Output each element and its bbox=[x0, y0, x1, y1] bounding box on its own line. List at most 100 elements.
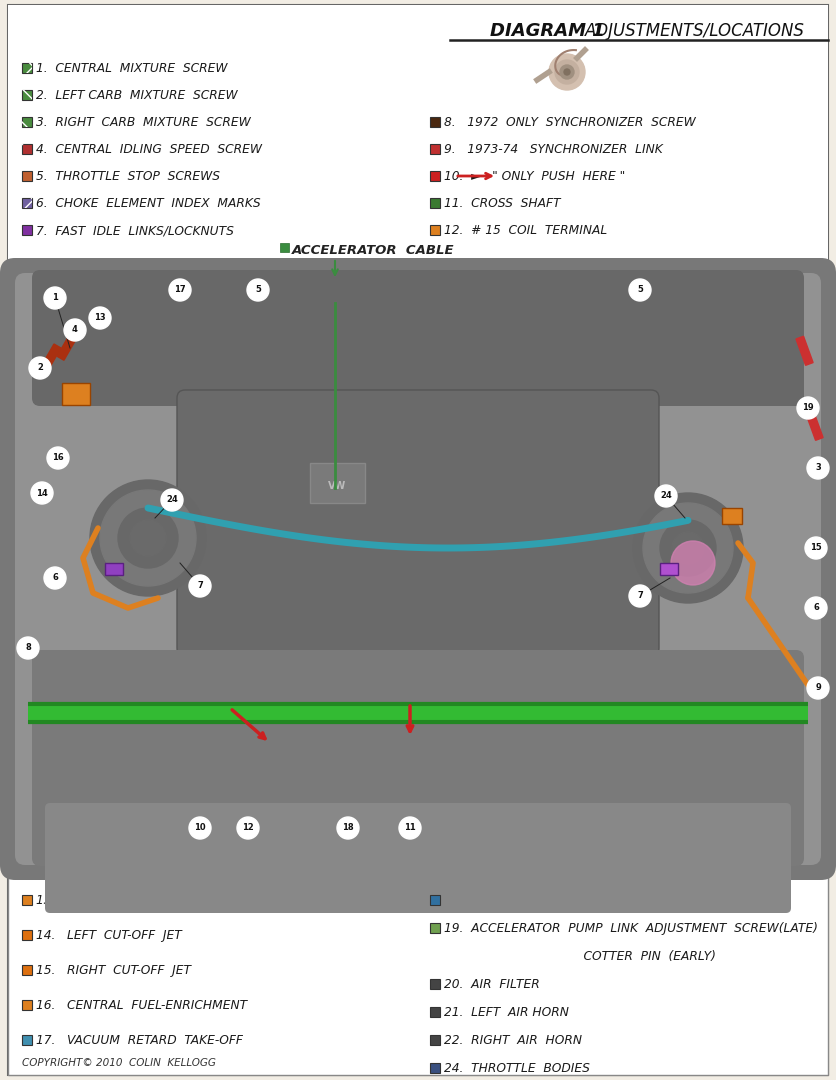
Text: 15.   RIGHT  CUT-OFF  JET: 15. RIGHT CUT-OFF JET bbox=[36, 964, 191, 977]
Bar bbox=[22, 198, 32, 208]
Circle shape bbox=[807, 457, 829, 480]
Text: 14.   LEFT  CUT-OFF  JET: 14. LEFT CUT-OFF JET bbox=[36, 929, 181, 942]
Text: 7.  FAST  IDLE  LINKS/LOCKNUTS: 7. FAST IDLE LINKS/LOCKNUTS bbox=[36, 224, 234, 237]
Text: 5: 5 bbox=[255, 285, 261, 295]
Bar bbox=[280, 243, 289, 252]
Bar bbox=[310, 463, 365, 503]
Text: 4: 4 bbox=[72, 325, 78, 335]
Circle shape bbox=[337, 816, 359, 839]
Text: 12: 12 bbox=[242, 823, 254, 833]
Text: 2: 2 bbox=[37, 364, 43, 373]
Text: 3.  RIGHT  CARB  MIXTURE  SCREW: 3. RIGHT CARB MIXTURE SCREW bbox=[36, 116, 251, 129]
Circle shape bbox=[564, 69, 570, 75]
Text: 19.  ACCELERATOR  PUMP  LINK  ADJUSTMENT  SCREW(LATE): 19. ACCELERATOR PUMP LINK ADJUSTMENT SCR… bbox=[444, 922, 818, 935]
Text: 8: 8 bbox=[25, 644, 31, 652]
Circle shape bbox=[807, 677, 829, 699]
Circle shape bbox=[247, 279, 269, 301]
Text: 15: 15 bbox=[810, 543, 822, 553]
Text: 5.  THROTTLE  STOP  SCREWS: 5. THROTTLE STOP SCREWS bbox=[36, 170, 220, 183]
Bar bbox=[22, 117, 32, 127]
Bar bbox=[40, 345, 61, 373]
Bar bbox=[430, 117, 440, 127]
Text: ACCELERATOR  CABLE: ACCELERATOR CABLE bbox=[292, 243, 455, 256]
Circle shape bbox=[399, 816, 421, 839]
FancyBboxPatch shape bbox=[15, 273, 821, 865]
Bar bbox=[722, 508, 742, 524]
Circle shape bbox=[44, 287, 66, 309]
Circle shape bbox=[130, 519, 166, 556]
Circle shape bbox=[189, 816, 211, 839]
Bar bbox=[430, 144, 440, 154]
FancyBboxPatch shape bbox=[32, 650, 804, 866]
Bar bbox=[430, 225, 440, 235]
Text: DIAGRAM 1: DIAGRAM 1 bbox=[490, 22, 604, 40]
FancyBboxPatch shape bbox=[177, 390, 659, 656]
Bar bbox=[22, 966, 32, 975]
Circle shape bbox=[90, 480, 206, 596]
Circle shape bbox=[29, 357, 51, 379]
Bar bbox=[796, 336, 813, 365]
Bar bbox=[430, 198, 440, 208]
Text: 4.  CENTRAL  IDLING  SPEED  SCREW: 4. CENTRAL IDLING SPEED SCREW bbox=[36, 143, 262, 156]
Circle shape bbox=[549, 54, 585, 90]
Text: 8.   1972  ONLY  SYNCHRONIZER  SCREW: 8. 1972 ONLY SYNCHRONIZER SCREW bbox=[444, 116, 696, 129]
Circle shape bbox=[633, 492, 743, 603]
Bar bbox=[22, 198, 32, 208]
Bar bbox=[430, 1063, 440, 1074]
Circle shape bbox=[161, 489, 183, 511]
Bar bbox=[22, 117, 32, 127]
Text: 6: 6 bbox=[813, 604, 819, 612]
Bar bbox=[22, 1000, 32, 1010]
Text: 5: 5 bbox=[637, 285, 643, 295]
Bar bbox=[430, 978, 440, 989]
Text: 3: 3 bbox=[815, 463, 821, 473]
Bar bbox=[22, 63, 32, 73]
Text: 21.  LEFT  AIR HORN: 21. LEFT AIR HORN bbox=[444, 1005, 568, 1020]
Text: 9: 9 bbox=[815, 684, 821, 692]
Circle shape bbox=[555, 60, 579, 84]
Circle shape bbox=[100, 490, 196, 586]
Text: 7: 7 bbox=[637, 592, 643, 600]
Circle shape bbox=[44, 567, 66, 589]
Bar bbox=[806, 411, 823, 441]
Text: 24.  THROTTLE  BODIES: 24. THROTTLE BODIES bbox=[444, 1062, 590, 1075]
Circle shape bbox=[655, 485, 677, 507]
Bar bbox=[660, 563, 678, 575]
Text: COTTER  PIN  (EARLY): COTTER PIN (EARLY) bbox=[444, 950, 716, 963]
Text: 9.   1973-74   SYNCHRONIZER  LINK: 9. 1973-74 SYNCHRONIZER LINK bbox=[444, 143, 663, 156]
Circle shape bbox=[805, 537, 827, 559]
Circle shape bbox=[643, 503, 733, 593]
Circle shape bbox=[660, 519, 716, 576]
Text: 1: 1 bbox=[52, 294, 58, 302]
Bar bbox=[430, 1035, 440, 1045]
Text: 7: 7 bbox=[197, 581, 203, 591]
Text: 16.   CENTRAL  FUEL-ENRICHMENT: 16. CENTRAL FUEL-ENRICHMENT bbox=[36, 999, 247, 1012]
Text: 14: 14 bbox=[36, 488, 48, 498]
Bar bbox=[8, 5, 828, 268]
Circle shape bbox=[17, 637, 39, 659]
Bar bbox=[22, 1035, 32, 1045]
Text: 6.  CHOKE  ELEMENT  INDEX  MARKS: 6. CHOKE ELEMENT INDEX MARKS bbox=[36, 197, 261, 210]
Text: 16: 16 bbox=[52, 454, 64, 462]
Text: VW: VW bbox=[328, 481, 346, 491]
Bar bbox=[22, 90, 32, 100]
Circle shape bbox=[629, 279, 651, 301]
Text: 24: 24 bbox=[166, 496, 178, 504]
FancyBboxPatch shape bbox=[32, 270, 804, 406]
Bar bbox=[8, 268, 828, 870]
Circle shape bbox=[169, 279, 191, 301]
Text: 6: 6 bbox=[52, 573, 58, 582]
Circle shape bbox=[797, 397, 819, 419]
Circle shape bbox=[31, 482, 53, 504]
Bar bbox=[430, 171, 440, 181]
Bar bbox=[22, 90, 32, 100]
Text: 22.  RIGHT  AIR  HORN: 22. RIGHT AIR HORN bbox=[444, 1034, 582, 1047]
Bar bbox=[57, 332, 78, 361]
Bar bbox=[22, 895, 32, 905]
Bar bbox=[430, 923, 440, 933]
Circle shape bbox=[560, 65, 574, 79]
Text: 11: 11 bbox=[404, 823, 415, 833]
Text: 10.  ►   " ONLY  PUSH  HERE ": 10. ► " ONLY PUSH HERE " bbox=[444, 170, 625, 183]
FancyBboxPatch shape bbox=[45, 804, 791, 913]
Circle shape bbox=[47, 447, 69, 469]
